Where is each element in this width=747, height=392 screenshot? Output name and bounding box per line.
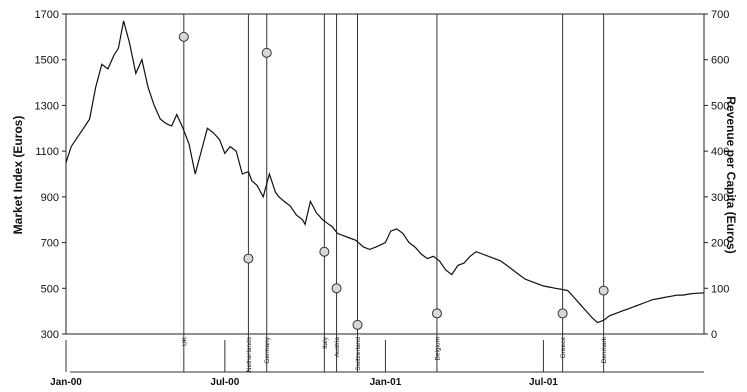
plot-frame bbox=[65, 13, 705, 335]
event-country-label: Greece bbox=[560, 337, 567, 359]
event-country-label: Italy bbox=[322, 336, 329, 349]
left-tick-label: 1100 bbox=[35, 146, 59, 158]
event-lines: UK Netherlands Germany Italy Austria Switzerl… bbox=[181, 14, 608, 372]
right-tick-label: 300 bbox=[711, 192, 729, 204]
market-index-series-line bbox=[65, 20, 705, 324]
right-tick-label: 600 bbox=[711, 55, 729, 67]
left-tick-label: 900 bbox=[41, 192, 59, 204]
revenue-marker bbox=[319, 246, 330, 257]
left-tick-label: 1300 bbox=[35, 100, 59, 112]
date-tick-label: Jan-00 bbox=[50, 377, 82, 388]
left-tick-label: 1500 bbox=[35, 55, 59, 67]
right-tick-label: 400 bbox=[711, 146, 729, 158]
event-country-label: UK bbox=[181, 336, 188, 346]
date-tick-label: Jul-00 bbox=[210, 377, 239, 388]
left-tick-label: 300 bbox=[41, 329, 59, 341]
event-country-label: Belgium bbox=[434, 337, 441, 360]
revenue-marker bbox=[431, 308, 442, 319]
revenue-marker bbox=[178, 31, 189, 42]
revenue-marker bbox=[261, 47, 272, 58]
revenue-marker bbox=[598, 285, 609, 296]
date-axis: Jan-00 Jul-00 Jan-01 Jul-01 bbox=[50, 340, 704, 388]
date-tick-label: Jan-01 bbox=[370, 377, 402, 388]
event-country-label: Netherlands bbox=[246, 336, 253, 372]
right-tick-label: 100 bbox=[711, 283, 729, 295]
revenue-marker bbox=[352, 319, 363, 330]
revenue-marker bbox=[243, 253, 254, 264]
left-axis-title: Market Index (Euros) bbox=[11, 116, 25, 235]
left-tick-label: 1700 bbox=[35, 9, 59, 21]
right-tick-label: 200 bbox=[711, 238, 729, 250]
right-axis-ticks: 700 600 500 400 300 200 100 0 bbox=[704, 9, 729, 341]
left-axis-ticks: 1700 1500 1300 1100 900 700 500 300 bbox=[35, 9, 66, 341]
revenue-marker bbox=[557, 308, 568, 319]
right-tick-label: 700 bbox=[711, 9, 729, 21]
right-axis-title: Revenue per Capita (Euros) bbox=[724, 96, 738, 253]
date-tick-label: Jul-01 bbox=[529, 377, 558, 388]
revenue-marker bbox=[331, 283, 342, 294]
left-tick-label: 500 bbox=[41, 283, 59, 295]
event-country-label: Switzerland bbox=[355, 337, 362, 371]
event-country-label: Denmark bbox=[601, 336, 608, 363]
revenue-markers bbox=[178, 31, 609, 330]
right-tick-label: 0 bbox=[711, 329, 717, 341]
event-country-label: Austria bbox=[334, 337, 341, 358]
event-country-label: Germany bbox=[264, 336, 271, 363]
right-tick-label: 500 bbox=[711, 100, 729, 112]
left-tick-label: 700 bbox=[41, 238, 59, 250]
